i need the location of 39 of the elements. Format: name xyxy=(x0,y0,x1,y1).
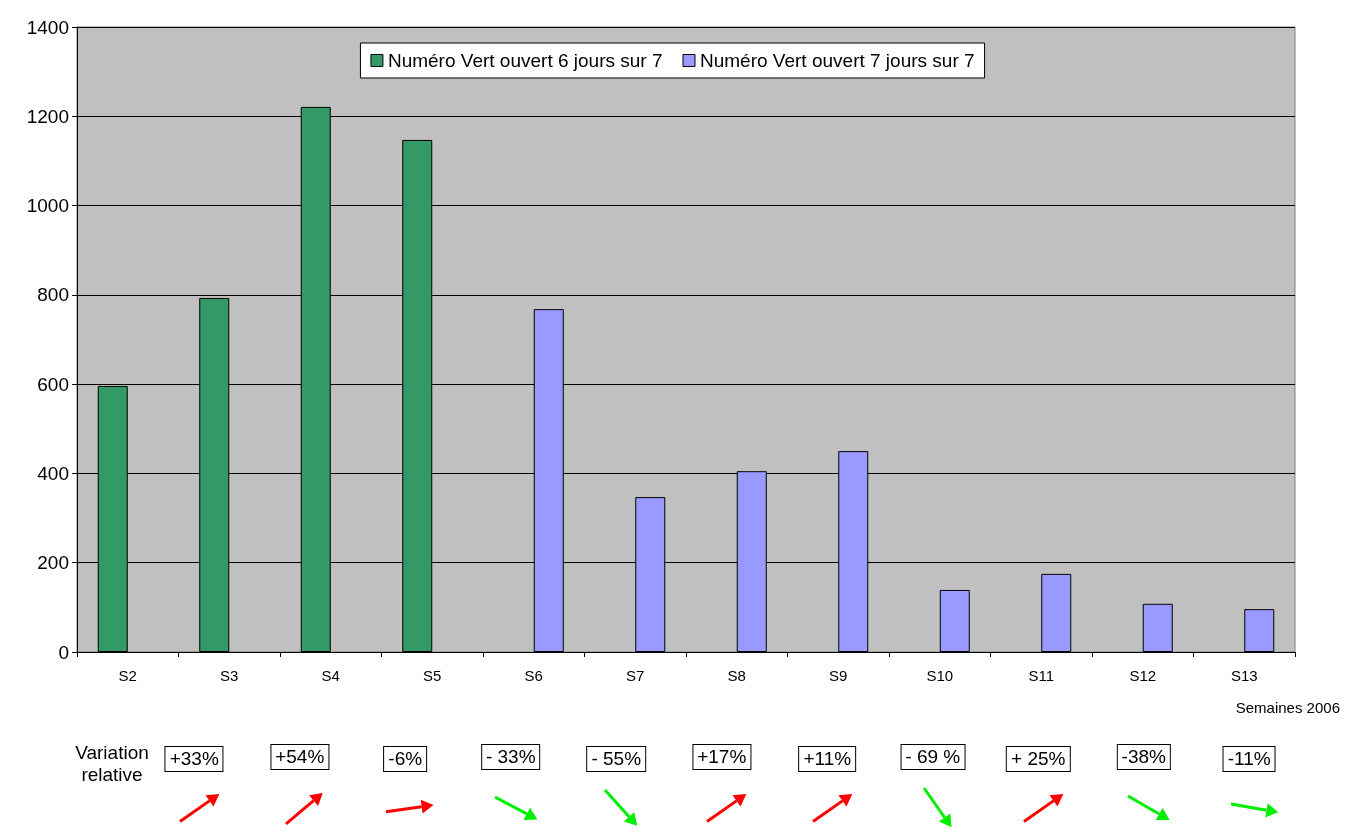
y-tick-label: 400 xyxy=(37,462,69,484)
x-tick-label: S5 xyxy=(423,667,442,684)
text: +11% xyxy=(798,746,857,772)
y-tick-label: 1000 xyxy=(26,195,69,217)
text: +33% xyxy=(164,746,224,772)
text: +17% xyxy=(692,744,752,770)
text: +54% xyxy=(270,744,330,770)
bar xyxy=(1142,603,1173,652)
y-tick-label: 800 xyxy=(37,284,69,306)
bar xyxy=(1244,609,1275,652)
y-tick-label: 600 xyxy=(37,373,69,395)
x-tick-label: S4 xyxy=(321,667,340,684)
x-tick-label: S6 xyxy=(524,667,543,684)
x-tick-label: S13 xyxy=(1230,667,1258,684)
y-tick-label: 200 xyxy=(37,552,69,574)
text: + 25% xyxy=(1006,746,1071,772)
x-axis-title: Semaines 2006 xyxy=(1235,699,1340,716)
x-tick-label: S10 xyxy=(926,667,954,684)
text: -38% xyxy=(1116,744,1171,770)
text: -6% xyxy=(383,746,428,772)
y-tick-label: 0 xyxy=(58,641,69,663)
x-tick-label: S11 xyxy=(1028,667,1055,684)
y-tick-label: 1400 xyxy=(26,16,69,38)
x-tick-label: S7 xyxy=(626,667,645,684)
bar xyxy=(939,589,970,652)
text: - 55% xyxy=(586,746,647,772)
bar xyxy=(1041,573,1072,652)
legend-label: Numéro Vert ouvert 7 jours sur 7 xyxy=(700,50,975,71)
y-tick-label: 1200 xyxy=(26,105,69,127)
legend-label: Numéro Vert ouvert 6 jours sur 7 xyxy=(387,50,663,71)
text: Variation relative xyxy=(74,742,150,786)
x-tick-label: S12 xyxy=(1129,667,1157,684)
x-tick-label: S8 xyxy=(727,667,746,684)
text: - 33% xyxy=(480,744,541,770)
x-tick-label: S2 xyxy=(118,667,137,684)
x-tick-label: S9 xyxy=(829,667,848,684)
x-tick-label: S3 xyxy=(220,667,239,684)
text: - 69 % xyxy=(900,744,966,770)
text: -11% xyxy=(1222,746,1276,772)
